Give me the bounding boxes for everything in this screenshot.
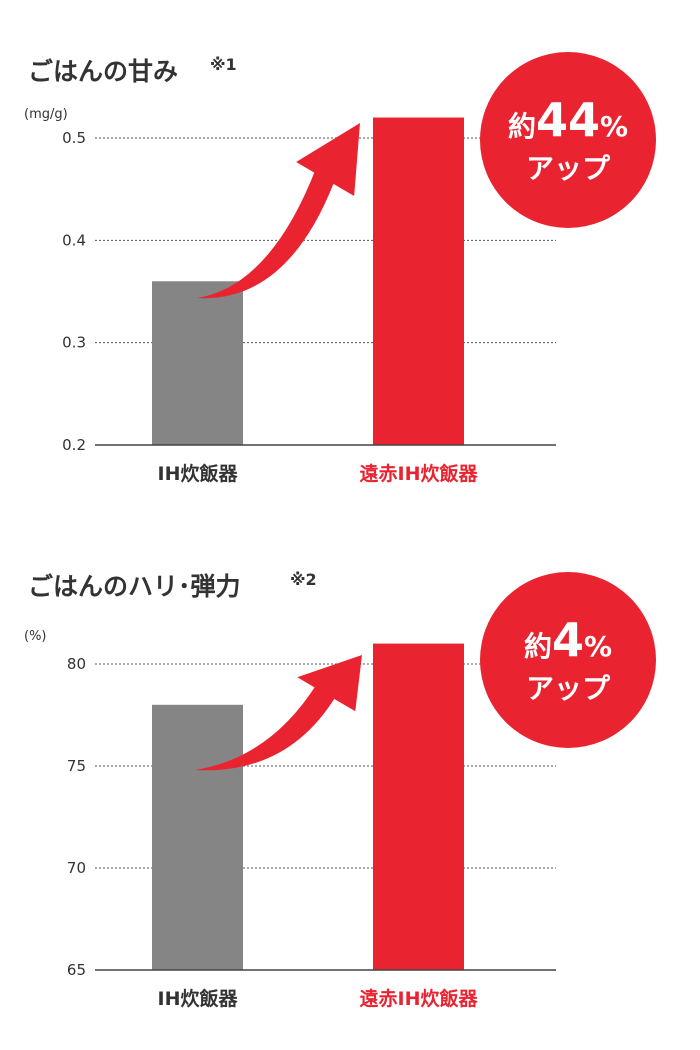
x-category-label: 遠赤IH炊飯器 — [360, 987, 479, 1010]
badge-prefix: 約 — [524, 630, 552, 663]
x-category-label: 遠赤IH炊飯器 — [360, 462, 479, 485]
arrow-head-icon — [297, 655, 362, 712]
badge-value-line: 約4% — [524, 613, 612, 667]
x-category-label: IH炊飯器 — [158, 987, 239, 1010]
badge-unit: % — [600, 110, 628, 143]
y-tick-label: 0.2 — [62, 436, 86, 454]
y-tick-label: 0.3 — [62, 334, 86, 352]
badge-value: 4 — [552, 613, 584, 667]
y-tick-label: 70 — [67, 859, 86, 877]
badge-value: 44 — [536, 93, 600, 147]
y-tick-label: 75 — [67, 757, 86, 775]
y-tick-label: 80 — [67, 655, 86, 673]
badge-text: アップ — [526, 672, 611, 705]
bar-far-infrared-ih — [373, 643, 464, 970]
arrow-body — [197, 168, 335, 299]
bar-ih — [152, 281, 243, 445]
chart-1: ごはんの甘み ※1 (mg/g) 0.2 0.3 0.4 0.5 IH炊飯器 遠赤IH炊飯器 約4… — [24, 52, 656, 485]
chart-2: ごはんのハリ･弾力 ※2 (%) 65 70 75 80 IH炊飯器 遠赤IH炊飯器 約4% アップ — [24, 570, 656, 1010]
arrow-head-icon — [296, 123, 360, 196]
y-axis-unit: (mg/g) — [24, 107, 68, 122]
arrow-body — [195, 683, 336, 771]
badge-text: アップ — [526, 152, 611, 185]
increase-badge — [480, 572, 656, 748]
chart-title: ごはんのハリ･弾力 — [28, 572, 241, 601]
footnote-mark: ※2 — [290, 570, 317, 589]
x-category-label: IH炊飯器 — [158, 462, 239, 485]
y-tick-label: 0.4 — [62, 231, 86, 249]
footnote-mark: ※1 — [210, 55, 237, 74]
chart-title: ごはんの甘み — [28, 57, 178, 86]
increase-badge — [480, 52, 656, 228]
badge-value-line: 約44% — [508, 93, 628, 147]
y-tick-label: 0.5 — [62, 129, 86, 147]
bar-far-infrared-ih — [373, 117, 464, 446]
y-tick-label: 65 — [67, 961, 86, 979]
y-axis-unit: (%) — [24, 629, 47, 644]
bar-ih — [152, 704, 243, 970]
badge-prefix: 約 — [508, 110, 536, 143]
badge-unit: % — [584, 630, 612, 663]
